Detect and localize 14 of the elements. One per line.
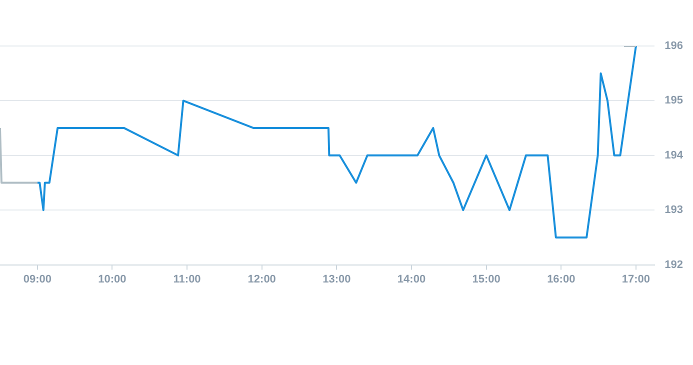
x-tick-label: 10:00 xyxy=(98,273,126,286)
x-tick-label: 11:00 xyxy=(173,273,201,286)
x-tick-label: 16:00 xyxy=(547,273,576,286)
x-tick-label: 17:00 xyxy=(622,273,650,286)
x-tick-label: 15:00 xyxy=(472,273,500,286)
x-tick-label: 13:00 xyxy=(322,273,351,286)
y-tick-label: 194 xyxy=(664,149,684,162)
x-tick-label: 14:00 xyxy=(397,273,426,286)
y-tick-label: 196 xyxy=(664,40,684,52)
y-tick-label: 192 xyxy=(664,258,684,271)
y-tick-label: 195 xyxy=(664,94,684,107)
y-tick-label: 193 xyxy=(664,204,684,216)
x-tick-label: 09:00 xyxy=(23,273,52,286)
x-tick-label: 12:00 xyxy=(248,273,276,286)
